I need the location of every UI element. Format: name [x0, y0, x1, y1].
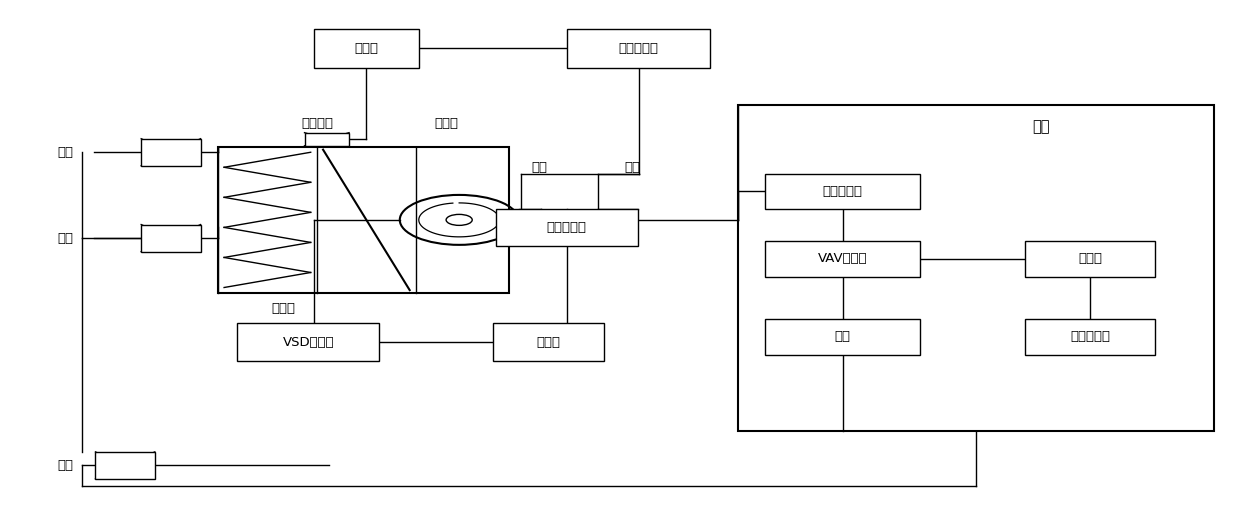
Text: 风阀: 风阀 — [835, 331, 851, 344]
Text: 温度: 温度 — [532, 162, 548, 174]
Bar — [305, 133, 348, 146]
Text: 温控器: 温控器 — [1078, 253, 1102, 265]
Text: 温度传感器: 温度传感器 — [619, 42, 658, 55]
Text: 表冷器: 表冷器 — [272, 302, 295, 315]
Text: 控制器: 控制器 — [536, 336, 560, 349]
Bar — [765, 241, 920, 277]
Text: 回风: 回风 — [58, 232, 73, 245]
Bar — [738, 106, 1214, 430]
Text: 静压传感器: 静压传感器 — [547, 221, 587, 234]
Text: 控制器: 控制器 — [355, 42, 378, 55]
Bar — [141, 224, 201, 252]
Text: 温度传感器: 温度传感器 — [1070, 331, 1110, 344]
Bar — [765, 174, 920, 209]
Bar — [314, 29, 419, 67]
Bar — [218, 147, 508, 293]
Text: VSD变频器: VSD变频器 — [283, 336, 334, 349]
Text: VAV控制器: VAV控制器 — [818, 253, 868, 265]
Bar — [95, 452, 155, 479]
Bar — [765, 319, 920, 355]
Text: 送风机: 送风机 — [435, 117, 459, 130]
Text: 排风: 排风 — [58, 459, 73, 472]
Text: 房间: 房间 — [1032, 119, 1049, 134]
Text: 冷冻水阀: 冷冻水阀 — [301, 117, 332, 130]
Bar — [492, 323, 604, 361]
Bar — [496, 209, 637, 246]
Bar — [141, 139, 201, 166]
Bar — [237, 323, 379, 361]
Bar — [1025, 319, 1156, 355]
Bar — [1025, 241, 1156, 277]
Text: 新风: 新风 — [58, 146, 73, 159]
Text: 静压: 静压 — [625, 162, 640, 174]
Text: 风量传感器: 风量传感器 — [822, 185, 863, 198]
Bar — [568, 29, 709, 67]
